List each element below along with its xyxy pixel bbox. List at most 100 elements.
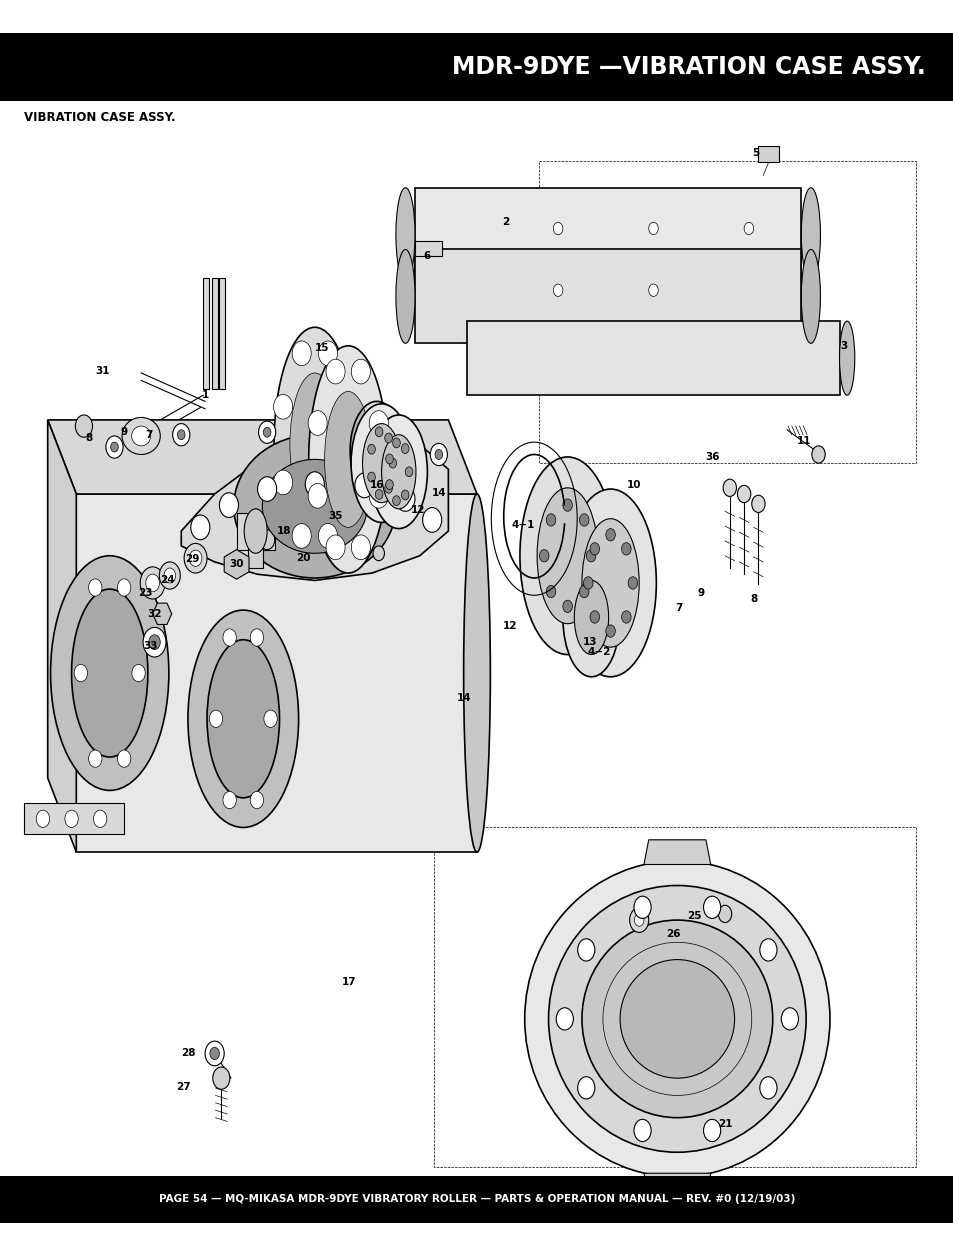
Text: 15: 15	[314, 343, 330, 353]
Circle shape	[373, 546, 384, 561]
Text: 8: 8	[85, 433, 92, 443]
Circle shape	[781, 1008, 798, 1030]
Circle shape	[578, 1077, 595, 1099]
Circle shape	[164, 568, 175, 583]
Ellipse shape	[324, 391, 372, 527]
Bar	[212, 278, 217, 389]
Text: 34: 34	[464, 1181, 479, 1191]
Circle shape	[634, 897, 651, 919]
Text: 17: 17	[341, 977, 356, 987]
Circle shape	[578, 514, 588, 526]
Text: PAGE 54 — MQ-MIKASA MDR-9DYE VIBRATORY ROLLER — PARTS & OPERATION MANUAL — REV. : PAGE 54 — MQ-MIKASA MDR-9DYE VIBRATORY R…	[158, 1194, 795, 1204]
Ellipse shape	[290, 373, 339, 516]
Circle shape	[401, 443, 409, 453]
Bar	[248, 546, 263, 568]
Circle shape	[538, 550, 548, 562]
Text: 12: 12	[502, 621, 517, 631]
Circle shape	[384, 483, 392, 493]
Circle shape	[562, 600, 572, 613]
Circle shape	[562, 499, 572, 511]
Text: 9: 9	[120, 427, 128, 437]
Circle shape	[326, 359, 345, 384]
Text: 2: 2	[501, 217, 509, 227]
Circle shape	[89, 579, 102, 597]
Circle shape	[621, 611, 631, 624]
Bar	[0, 33, 953, 101]
Circle shape	[578, 585, 588, 598]
Bar	[219, 278, 225, 389]
Circle shape	[369, 483, 388, 508]
Circle shape	[389, 458, 396, 468]
Circle shape	[117, 579, 131, 597]
Circle shape	[308, 483, 327, 508]
Circle shape	[634, 914, 643, 926]
Circle shape	[209, 710, 222, 727]
Circle shape	[75, 415, 92, 437]
Text: 30: 30	[229, 559, 244, 569]
Ellipse shape	[132, 426, 151, 446]
Circle shape	[258, 421, 275, 443]
Text: 21: 21	[717, 1119, 732, 1129]
Text: 36: 36	[704, 452, 720, 462]
Circle shape	[751, 495, 764, 513]
Circle shape	[718, 905, 731, 923]
Circle shape	[351, 359, 370, 384]
Circle shape	[405, 467, 413, 477]
Ellipse shape	[362, 424, 400, 503]
Circle shape	[305, 472, 324, 496]
Circle shape	[629, 908, 648, 932]
Text: 7: 7	[145, 430, 152, 440]
Circle shape	[159, 562, 180, 589]
Circle shape	[189, 550, 202, 567]
Circle shape	[74, 664, 88, 682]
Circle shape	[257, 477, 276, 501]
Ellipse shape	[581, 519, 639, 647]
Circle shape	[430, 443, 447, 466]
Circle shape	[143, 627, 166, 657]
Circle shape	[336, 471, 355, 495]
Polygon shape	[415, 188, 801, 282]
Text: 9: 9	[697, 588, 704, 598]
Circle shape	[191, 515, 210, 540]
Text: 11: 11	[796, 436, 811, 446]
Circle shape	[308, 411, 327, 436]
Polygon shape	[415, 249, 801, 343]
Text: 4−1: 4−1	[511, 520, 534, 530]
Ellipse shape	[463, 494, 490, 852]
Ellipse shape	[381, 435, 416, 509]
Polygon shape	[224, 550, 249, 579]
Circle shape	[401, 490, 409, 500]
Circle shape	[702, 1119, 720, 1141]
Bar	[415, 241, 441, 256]
Ellipse shape	[51, 556, 169, 790]
Circle shape	[349, 433, 356, 443]
Circle shape	[605, 529, 615, 541]
Circle shape	[375, 427, 382, 437]
Circle shape	[384, 433, 392, 443]
Circle shape	[146, 574, 159, 592]
Polygon shape	[48, 420, 76, 852]
Polygon shape	[643, 1173, 710, 1198]
Ellipse shape	[564, 489, 656, 677]
Ellipse shape	[370, 415, 427, 529]
Circle shape	[393, 438, 400, 448]
Circle shape	[326, 535, 345, 559]
Circle shape	[367, 472, 375, 482]
Text: 6: 6	[423, 251, 431, 261]
Ellipse shape	[801, 249, 820, 343]
Circle shape	[259, 530, 274, 550]
Text: 26: 26	[665, 929, 680, 939]
Circle shape	[355, 473, 374, 498]
Ellipse shape	[574, 580, 608, 655]
Circle shape	[184, 543, 207, 573]
Ellipse shape	[188, 610, 298, 827]
Circle shape	[546, 585, 556, 598]
Circle shape	[385, 454, 393, 464]
Bar	[758, 146, 779, 162]
Circle shape	[722, 479, 736, 496]
Ellipse shape	[262, 459, 367, 553]
Circle shape	[546, 514, 556, 526]
Circle shape	[702, 897, 720, 919]
Text: VIBRATION CASE ASSY.: VIBRATION CASE ASSY.	[24, 111, 175, 125]
Ellipse shape	[581, 920, 772, 1118]
